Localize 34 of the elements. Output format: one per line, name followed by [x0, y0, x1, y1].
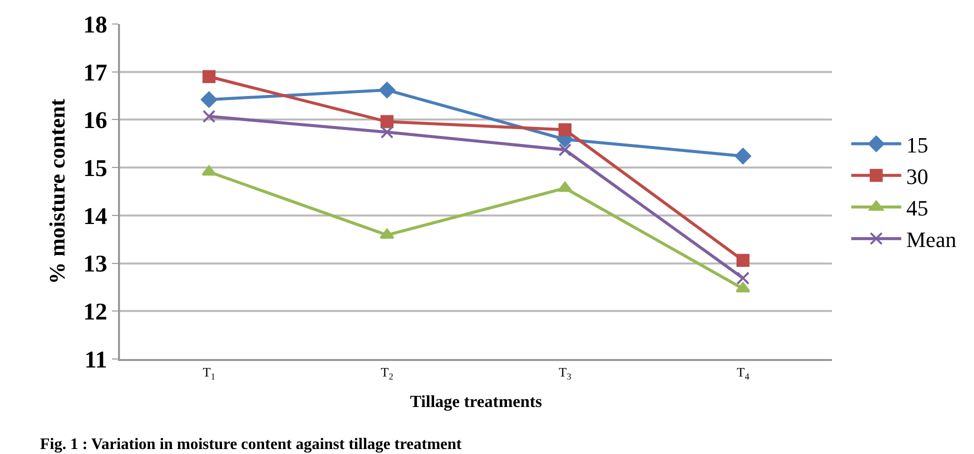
legend-label: 15: [906, 132, 928, 158]
point: [202, 165, 216, 176]
point: [736, 254, 750, 267]
y-tick-label: 13: [83, 252, 108, 278]
legend-label: Mean: [906, 227, 956, 252]
x-tick-label: T$_{2}$: [380, 364, 394, 382]
point: [558, 143, 572, 156]
point: [380, 126, 394, 139]
caption: Fig. 1 : Variation in moisture content against tillage treatment: [40, 436, 462, 453]
y-tick-label: 15: [83, 156, 108, 182]
point: [734, 148, 752, 164]
legend-label: 45: [906, 196, 928, 221]
y-tick-label: 17: [83, 60, 108, 86]
point: [736, 282, 750, 292]
point: [558, 182, 572, 192]
y-axis-title: % moisture content: [44, 98, 70, 284]
point: [380, 228, 394, 239]
y-tick-label: 12: [83, 300, 108, 326]
point: [736, 272, 750, 285]
y-tick-label: 16: [83, 108, 108, 134]
x-tick-label: T$_{3}$: [558, 364, 572, 382]
point: [200, 91, 218, 108]
y-tick-label: 14: [83, 204, 108, 230]
y-tick-label: 18: [83, 12, 108, 38]
point: [378, 82, 396, 98]
point: [380, 115, 394, 128]
x-tick-label: T$_{1}$: [202, 364, 216, 382]
point: [202, 70, 216, 84]
point: [202, 110, 216, 123]
point: [558, 123, 572, 136]
legend-label: 30: [906, 164, 928, 189]
y-tick-label: 11: [84, 347, 108, 374]
x-tick-label: T$_{4}$: [736, 364, 750, 382]
x-axis-title: Tillage treatments: [410, 392, 542, 412]
